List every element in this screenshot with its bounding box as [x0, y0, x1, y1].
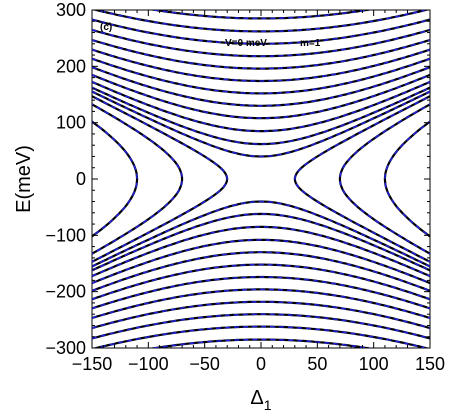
- x-tick-label-2: −50: [189, 354, 220, 374]
- x-tick-label-3: 0: [256, 354, 266, 374]
- band-curve-dashed-upper-7: [92, 39, 430, 70]
- band-curve-dashed-upper-8: [92, 29, 430, 57]
- band-curve-dashed-lower-8: [92, 301, 430, 329]
- band-curve-dashed-lower-3: [92, 238, 430, 284]
- tick-group: −150 −100 −50 0 50 100 150 −300 −200 −100 0 100 200 3…: [45, 0, 445, 374]
- plot-area: [91, 9, 431, 349]
- band-curve-dashed-upper-1: [92, 86, 430, 145]
- band-curve-lower-2: [92, 225, 430, 278]
- annotation-voltage: V=0 meV: [225, 38, 267, 49]
- band-curve-dashed-upper-10: [93, 10, 429, 33]
- gap-curve-right-2: [383, 120, 430, 238]
- band-curve-upper-2: [92, 80, 430, 133]
- y-axis-label: E(meV): [13, 145, 35, 213]
- x-tick-label-4: 50: [307, 354, 327, 374]
- x-axis-label-main: Δ: [250, 387, 263, 409]
- curve-group: [92, 0, 430, 348]
- band-curve-dashed-upper-12: [92, 0, 430, 6]
- panel-label: (c): [100, 22, 112, 33]
- band-curve-dashed-lower-0: [92, 200, 430, 268]
- y-tick-label-2: −100: [45, 225, 86, 245]
- y-tick-label-3: 0: [76, 169, 86, 189]
- band-curve-dashed-lower-4: [92, 251, 430, 292]
- y-tick-label-1: −200: [45, 282, 86, 302]
- gap-curve-right-1: [338, 103, 430, 256]
- band-curve-dashed-lower-9: [92, 313, 430, 340]
- x-tick-label-0: −150: [72, 354, 113, 374]
- y-tick-label-0: −300: [45, 338, 86, 358]
- band-curve-dashed-lower-5: [92, 263, 430, 301]
- y-tick-label-4: 100: [56, 113, 86, 133]
- band-curve-dashed-upper-0: [92, 90, 430, 158]
- x-axis-label: Δ1: [250, 387, 271, 413]
- band-curve-dashed-lower-7: [92, 288, 430, 319]
- gap-curve-dashed-left-0: [92, 95, 229, 263]
- band-curve-dashed-upper-4: [92, 66, 430, 107]
- band-curve-upper-12: [92, 0, 430, 6]
- gap-curve-left-2: [92, 120, 139, 238]
- y-tick-label-5: 200: [56, 56, 86, 76]
- band-curve-lower-11: [148, 338, 374, 348]
- band-curve-upper-11: [148, 10, 374, 20]
- band-curve-dashed-upper-5: [92, 57, 430, 95]
- gap-curve-dashed-right-0: [293, 95, 430, 263]
- band-curve-dashed-upper-6: [92, 48, 430, 82]
- y-tick-label-6: 300: [56, 0, 86, 20]
- x-axis-label-subscript: 1: [264, 397, 272, 413]
- band-curve-dashed-lower-6: [92, 276, 430, 310]
- band-curve-dashed-upper-3: [92, 74, 430, 120]
- band-curve-dashed-lower-1: [92, 213, 430, 272]
- gap-curve-left-1: [92, 103, 184, 256]
- x-tick-label-6: 150: [415, 354, 445, 374]
- annotation-m: m=1: [300, 38, 321, 49]
- band-curve-dashed-lower-10: [93, 325, 429, 348]
- band-curve-dashed-upper-9: [92, 18, 430, 45]
- x-tick-label-5: 100: [359, 354, 389, 374]
- x-tick-label-1: −100: [128, 354, 169, 374]
